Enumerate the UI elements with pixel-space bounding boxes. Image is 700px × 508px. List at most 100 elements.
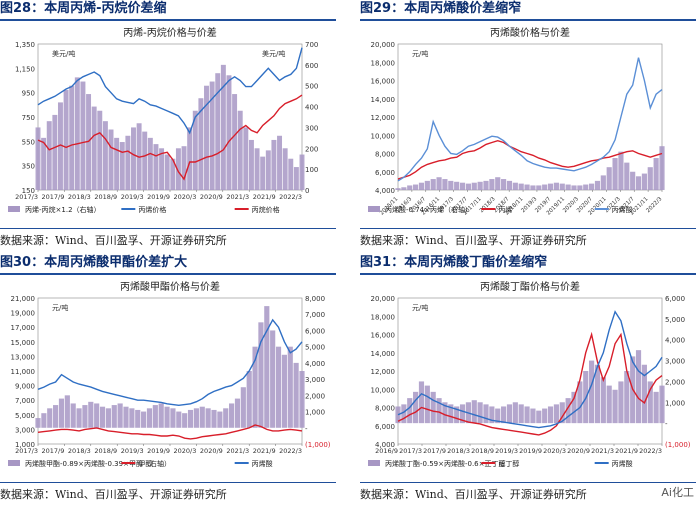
- area-bar: [542, 408, 548, 424]
- figure-panel-31: 图31：本周丙烯酸丁酯价差缩窄 丙烯酸丁酯价格与价差 4,000 6,000 8,00…: [360, 254, 700, 508]
- area-bar: [287, 346, 293, 428]
- legend-label: 丙烯: [498, 205, 512, 214]
- x-tick-label: 2017/3: [15, 193, 38, 201]
- figure-title: 图28：本周丙烯-丙烷价差缩: [0, 1, 167, 16]
- area-bar: [187, 127, 193, 190]
- area-bar: [624, 371, 630, 424]
- area-bar: [571, 185, 577, 190]
- area-bar: [264, 306, 270, 428]
- y-tick-right: 700: [305, 41, 318, 49]
- area-bar: [624, 162, 630, 190]
- title-rule: [0, 273, 336, 275]
- area-bar: [164, 406, 170, 428]
- area-bar: [199, 406, 205, 428]
- area-bar: [518, 404, 524, 424]
- y-tick-left: 12,000: [371, 368, 396, 376]
- y-tick-left: 10,000: [371, 386, 396, 394]
- y-unit-left: 元/吨: [412, 49, 428, 58]
- y-tick-right: 6,000: [665, 295, 685, 303]
- y-tick-left: 11,000: [11, 368, 36, 376]
- y-tick-right: 6,000: [305, 327, 325, 335]
- y-unit-left: 元/吨: [412, 303, 428, 312]
- y-tick-right: 4,000: [305, 360, 325, 368]
- area-bar: [35, 127, 41, 190]
- figure-title: 图29：本周丙烯酸价差缩窄: [360, 1, 522, 16]
- area-bar: [265, 150, 271, 190]
- area-bar: [471, 182, 477, 190]
- area-bar: [170, 408, 176, 428]
- legend-label: 正丁醇: [498, 459, 519, 468]
- area-bar: [164, 154, 170, 190]
- x-tick-label: 2021/3: [226, 193, 249, 201]
- area-bar: [653, 158, 659, 190]
- area-bar: [63, 89, 69, 190]
- x-tick-label: 2018/9: [94, 193, 117, 201]
- area-bar: [117, 403, 123, 428]
- y-tick-left: 14,000: [371, 96, 396, 104]
- legend-swatch: [8, 206, 20, 212]
- area-bar: [234, 398, 241, 428]
- area-bar: [86, 94, 92, 190]
- figure-source: 数据来源：Wind、百川盈孚、开源证券研究所: [360, 234, 587, 247]
- series-line: [397, 331, 663, 436]
- x-tick-label: 2022/3: [279, 193, 302, 201]
- source-rule: [360, 482, 696, 483]
- area-bar: [565, 184, 571, 190]
- area-bar: [495, 408, 501, 424]
- area-bar: [536, 185, 542, 190]
- area-bar: [471, 400, 477, 424]
- area-bar: [209, 81, 215, 190]
- area-bar: [293, 167, 299, 190]
- y-tick-left: 4,000: [375, 187, 395, 195]
- area-bar: [641, 364, 647, 424]
- area-bar: [401, 187, 407, 190]
- area-bar: [275, 346, 282, 428]
- area-bar: [64, 395, 70, 428]
- area-bar: [41, 413, 47, 428]
- area-bar: [612, 158, 618, 190]
- x-tick-label: 2019/9: [147, 193, 170, 201]
- area-bar: [192, 110, 198, 190]
- y-tick-right: 5,000: [305, 344, 325, 352]
- watermark: Ai化工: [661, 486, 694, 499]
- chart-c31: 丙烯酸丁酯价格与价差 4,000 6,000 8,000 10,000 12,000 14,…: [368, 280, 691, 468]
- y-tick-left: 350: [22, 163, 35, 171]
- area-bar: [159, 148, 165, 190]
- y-tick-left: 10,000: [371, 132, 396, 140]
- y-tick-left: 7,000: [15, 397, 35, 405]
- y-unit-left: 美元/吨: [52, 49, 75, 58]
- area-bar: [395, 188, 401, 190]
- area-bar: [606, 385, 612, 424]
- area-bar: [111, 405, 117, 428]
- area-bar: [232, 94, 238, 190]
- area-bar: [182, 413, 188, 428]
- y-tick-left: 3,000: [15, 426, 35, 434]
- area-bar: [299, 371, 305, 428]
- area-bar: [512, 182, 518, 190]
- area-bar: [553, 404, 559, 424]
- chart-c28: 丙烯-丙烷价格与价差 150 350 550 750 950 1,150 1,350 0 100 2…: [8, 26, 318, 214]
- legend-label: 丙烷价格: [252, 205, 280, 214]
- area-bar: [506, 404, 513, 424]
- legend-label: 丙烯价格: [138, 205, 166, 214]
- area-bar: [635, 176, 642, 190]
- area-bar: [187, 409, 194, 428]
- y-tick-left: 19,000: [11, 310, 36, 318]
- figure-panel-29: 图29：本周丙烯酸价差缩窄 丙烯酸价格与价差 4,000 6,000 8,000 10,…: [360, 0, 700, 254]
- area-bar: [413, 391, 419, 424]
- y-tick-right: (1,000): [665, 441, 691, 449]
- area-bar: [204, 85, 209, 190]
- y-tick-right: 600: [305, 62, 318, 70]
- area-bar: [589, 183, 595, 190]
- area-bar: [246, 371, 252, 428]
- area-bar: [553, 182, 559, 190]
- figure-title: 图31：本周丙烯酸丁酯价差缩窄: [360, 255, 548, 270]
- area-bar: [193, 408, 199, 428]
- area-bar: [483, 404, 489, 424]
- area-bar: [583, 184, 589, 190]
- x-tick-label: 2018/3: [68, 447, 91, 455]
- area-bar: [260, 156, 266, 190]
- area-bar: [175, 148, 181, 190]
- x-tick-label: 2020/9: [200, 193, 223, 201]
- y-tick-right: 400: [305, 104, 318, 112]
